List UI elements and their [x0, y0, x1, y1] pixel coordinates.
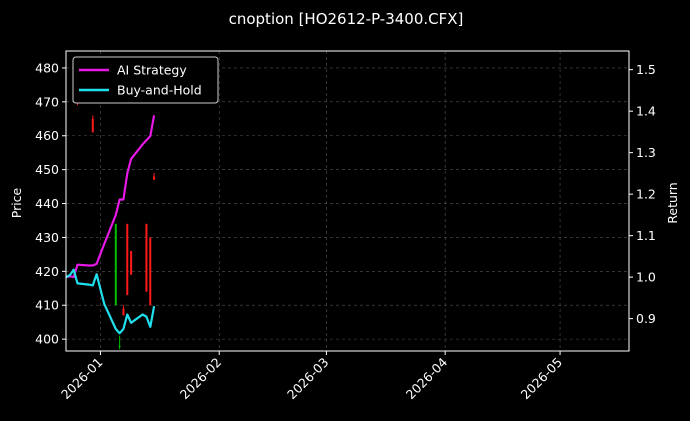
- candle-body: [122, 308, 125, 316]
- candle-body: [145, 223, 148, 292]
- y-tick-label: 420: [35, 264, 59, 279]
- candle-body: [114, 223, 117, 306]
- candle-body: [153, 176, 156, 180]
- ai-strategy-line: [65, 115, 156, 279]
- candle-body: [91, 118, 94, 133]
- y2-tick-label: 0.9: [636, 311, 656, 326]
- plot-frame: [65, 50, 630, 352]
- y2-tick-label: 1.1: [636, 228, 656, 243]
- y2-axis-label: Return: [665, 182, 680, 223]
- legend-label-buy-and-hold: Buy-and-Hold: [117, 83, 202, 98]
- y2-tick-label: 1.3: [636, 145, 656, 160]
- candle-body: [126, 223, 129, 296]
- y-tick-label: 450: [35, 162, 59, 177]
- y-tick-label: 400: [35, 332, 59, 347]
- grid-lines: [66, 51, 629, 351]
- y-axis-label: Price: [9, 187, 24, 218]
- y-tick-label: 470: [35, 94, 59, 109]
- y2-tick-label: 1.0: [636, 270, 656, 285]
- candle-body: [118, 345, 121, 347]
- y2-tick-label: 1.2: [636, 187, 656, 202]
- y-tick-label: 430: [35, 230, 59, 245]
- legend-box: [72, 56, 219, 104]
- legend: AI Strategy Buy-and-Hold: [72, 56, 219, 104]
- y-tick-label: 480: [35, 60, 59, 75]
- y-tick-label: 460: [35, 128, 59, 143]
- candlesticks: [76, 88, 156, 350]
- y2-axis-ticks: 0.9 1.0 1.1 1.2 1.3 1.4 1.5: [629, 62, 656, 326]
- candle-body: [149, 237, 152, 306]
- y2-tick-label: 1.4: [636, 104, 656, 119]
- y-tick-label: 410: [35, 298, 59, 313]
- buy-and-hold-line: [65, 268, 156, 335]
- return-series: [65, 115, 156, 335]
- chart-title: cnoption [HO2612-P-3400.CFX]: [229, 10, 464, 28]
- candle-body: [130, 251, 133, 275]
- y2-tick-label: 1.5: [636, 62, 656, 77]
- legend-label-ai-strategy: AI Strategy: [117, 63, 187, 78]
- y-axis-ticks: 400 410 420 430 440 450 460 470 480: [35, 60, 66, 347]
- y-tick-label: 440: [35, 196, 59, 211]
